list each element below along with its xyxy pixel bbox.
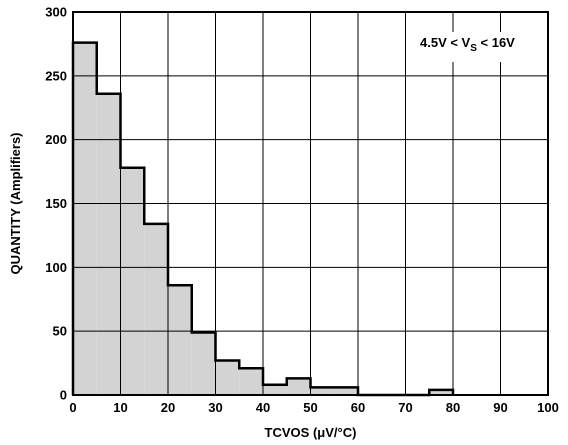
y-tick-label-2: 100	[45, 260, 67, 275]
histogram-bar-8	[263, 384, 287, 395]
histogram-bar-3	[144, 223, 168, 395]
annotation-suffix: < 16V	[477, 35, 515, 50]
histogram-bar-6	[215, 360, 240, 395]
histogram-bar-7	[239, 368, 263, 395]
supply-range-annotation: 4.5V < VS < 16V	[420, 35, 515, 54]
histogram-bar-4	[168, 285, 192, 395]
y-tick-label-3: 150	[45, 196, 67, 211]
x-axis-label: TCVOS (μV/°C)	[265, 425, 357, 440]
histogram-bars	[73, 42, 453, 395]
histogram-bar-10	[310, 387, 335, 395]
x-tick-label-10: 100	[537, 400, 559, 415]
histogram-bar-0	[73, 42, 97, 395]
histogram-bar-9	[286, 378, 311, 395]
histogram-bar-5	[191, 332, 216, 395]
x-tick-label-6: 60	[351, 400, 365, 415]
x-tick-label-9: 90	[493, 400, 507, 415]
y-tick-label-1: 50	[53, 324, 67, 339]
annotation-background	[412, 32, 547, 62]
x-tick-label-2: 20	[161, 400, 175, 415]
y-axis-ticks: 0 50 100 150 200 250 300	[45, 5, 67, 403]
y-tick-label-0: 0	[60, 388, 67, 403]
histogram-bar-1	[96, 93, 121, 395]
x-axis-ticks: 0 10 20 30 40 50 60 70 80 90 100	[69, 400, 558, 415]
histogram-bar-2	[120, 167, 145, 395]
y-tick-label-6: 300	[45, 5, 67, 20]
x-tick-label-1: 10	[113, 400, 127, 415]
histogram-bar-15	[429, 389, 453, 395]
histogram-bar-11	[334, 387, 358, 395]
x-tick-label-3: 30	[208, 400, 222, 415]
x-tick-label-4: 40	[256, 400, 270, 415]
annotation-prefix: 4.5V < V	[420, 35, 471, 50]
x-tick-label-5: 50	[303, 400, 317, 415]
y-tick-label-5: 250	[45, 68, 67, 83]
y-axis-label: QUANTITY (Amplifiers)	[8, 132, 23, 274]
x-tick-label-7: 70	[398, 400, 412, 415]
plot-frame	[72, 11, 549, 396]
x-tick-label-0: 0	[69, 400, 76, 415]
annotation-subscript: S	[470, 43, 477, 54]
x-tick-label-8: 80	[446, 400, 460, 415]
y-tick-label-4: 200	[45, 132, 67, 147]
